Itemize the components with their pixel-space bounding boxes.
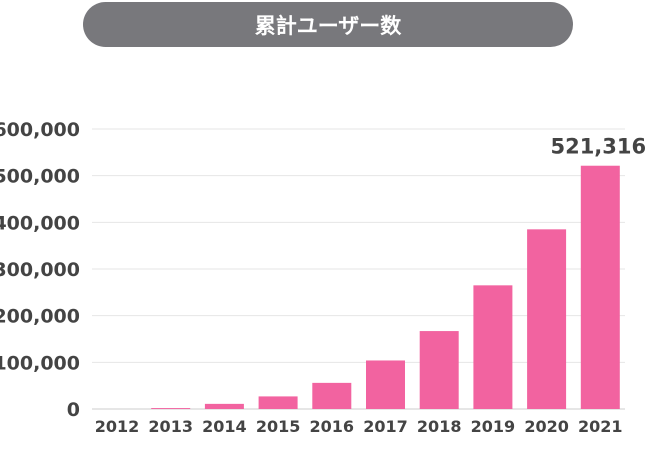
y-tick-label: 400,000 (0, 212, 80, 234)
x-tick-label: 2016 (310, 417, 355, 436)
y-tick-label: 100,000 (0, 352, 80, 374)
y-tick-label: 500,000 (0, 166, 80, 188)
x-tick-label: 2020 (524, 417, 569, 436)
x-tick-label: 2018 (417, 417, 462, 436)
chart-title: 累計ユーザー数 (83, 2, 573, 47)
y-tick-label: 600,000 (0, 119, 80, 141)
y-tick-label: 0 (67, 399, 80, 421)
y-tick-label: 300,000 (0, 259, 80, 281)
bar-2013 (151, 408, 191, 409)
x-tick-label: 2014 (202, 417, 247, 436)
bar-2021 (580, 165, 620, 409)
data-label: 521,316 (550, 135, 646, 159)
bar-2017 (366, 360, 405, 409)
x-tick-label: 2012 (95, 417, 140, 436)
x-tick-label: 2017 (363, 417, 408, 436)
y-tick-label: 200,000 (0, 306, 80, 328)
x-tick-label: 2013 (148, 417, 193, 436)
bar-2015 (258, 396, 298, 409)
bar-2016 (312, 382, 352, 409)
bar-2020 (527, 229, 567, 409)
x-tick-label: 2015 (256, 417, 301, 436)
x-tick-label: 2021 (578, 417, 623, 436)
bar-2014 (204, 403, 244, 409)
bar-2019 (473, 285, 513, 409)
bar-2018 (419, 331, 459, 409)
x-tick-label: 2019 (471, 417, 516, 436)
